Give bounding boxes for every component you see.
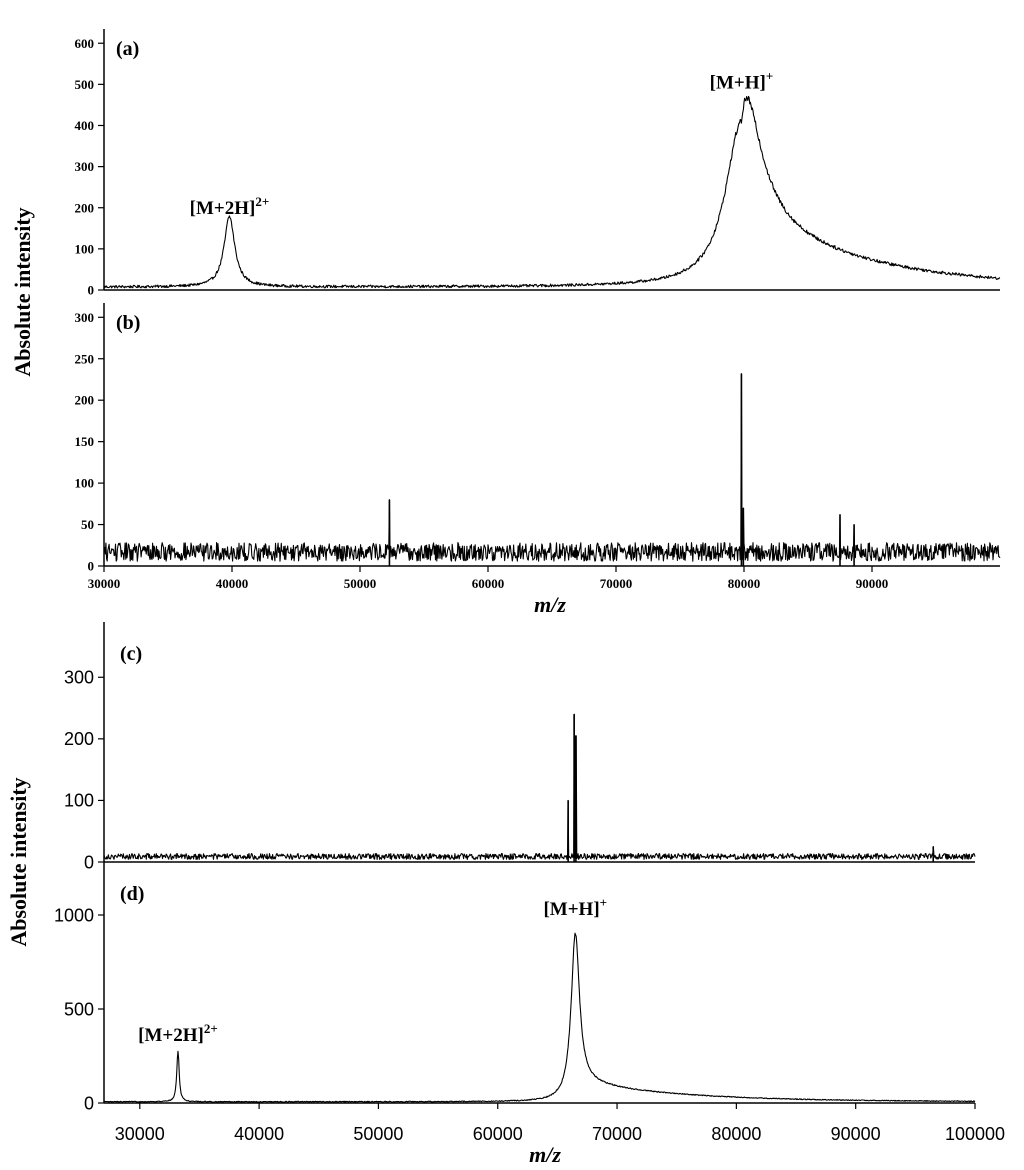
peak-annotation-charge: 2+ (255, 194, 269, 209)
panel-label-a: (a) (116, 38, 139, 60)
x-tick-label: 60000 (472, 576, 505, 591)
peak-annotation-charge: 2+ (204, 1021, 218, 1036)
y-tick-label: 100 (75, 241, 95, 256)
x-tick-label: 70000 (600, 576, 633, 591)
x-tick-label: 80000 (711, 1124, 761, 1144)
x-tick-label: 30000 (115, 1124, 165, 1144)
x-tick-label: 100000 (945, 1124, 1005, 1144)
spectrum-trace-d (104, 932, 976, 1103)
y-tick-label: 300 (75, 159, 95, 174)
y-axis-label: Absolute intensity (10, 207, 35, 376)
panel-label-b: (b) (116, 312, 140, 334)
panel-label-c: (c) (120, 643, 142, 665)
y-tick-label: 0 (88, 559, 95, 574)
panel-a: 600 500 400 300 200 100 0 (a) [M+2H]2+ [M+H]+ (75, 29, 1001, 298)
y-axis-label: Absolute intensity (6, 777, 31, 946)
y-tick-label: 400 (75, 118, 95, 133)
y-tick-label: 500 (64, 999, 94, 1019)
y-tick-label: 600 (75, 36, 95, 51)
y-tick-label: 150 (75, 434, 95, 449)
peak-annotation-charge: + (600, 895, 607, 910)
spectrum-trace-c (103, 713, 976, 860)
chart-group-bottom: 3002001000(c)10005000(d)[M+2H]2+[M+H]+30… (6, 622, 1005, 1167)
y-tick-label: 100 (64, 791, 94, 811)
peak-annotation-ion: [M+2H] (190, 198, 256, 219)
y-tick-label: 200 (75, 200, 95, 215)
x-tick-label: 40000 (234, 1124, 284, 1144)
panel-b: 300 250 200 150 100 50 0 (b) (75, 303, 1001, 574)
x-tick-label: 50000 (344, 576, 377, 591)
y-tick-label: 50 (81, 517, 94, 532)
y-tick-label: 1000 (54, 905, 94, 925)
peak-annotation: [M+H]+ (710, 68, 774, 93)
peak-annotation-ion: [M+H] (543, 899, 599, 920)
x-axis-label: m/z (529, 1142, 561, 1167)
y-tick-label: 300 (75, 310, 95, 325)
x-tick-label: 90000 (831, 1124, 881, 1144)
peak-annotation-charge: + (766, 68, 773, 83)
y-tick-label: 0 (84, 852, 94, 872)
y-tick-label: 200 (75, 393, 95, 408)
y-tick-label: 500 (75, 77, 95, 92)
x-tick-label: 90000 (856, 576, 889, 591)
x-tick-label: 40000 (216, 576, 249, 591)
x-tick-label: 80000 (728, 576, 761, 591)
spectrum-trace-b (103, 373, 1001, 562)
y-tick-label: 300 (64, 668, 94, 688)
peak-annotation-ion: [M+H] (710, 72, 766, 93)
x-axis-label: m/z (534, 592, 566, 617)
panel-d: 1000 500 0 (d) [M+2H]2+ [M+H]+ (54, 862, 976, 1113)
peak-annotation-ion: [M+2H] (138, 1025, 204, 1046)
y-tick-label: 0 (88, 283, 95, 298)
peak-annotation: [M+2H]2+ (190, 194, 270, 219)
y-tick-label: 100 (75, 476, 95, 491)
x-tick-label: 60000 (473, 1124, 523, 1144)
chart-group-top: 6005004003002001000(a)[M+2H]2+[M+H]+3002… (10, 29, 1001, 617)
x-tick-label: 30000 (88, 576, 121, 591)
peak-annotation: [M+2H]2+ (138, 1021, 218, 1046)
peak-annotation: [M+H]+ (543, 895, 607, 920)
panel-label-d: (d) (120, 883, 144, 905)
y-tick-label: 250 (75, 351, 95, 366)
x-tick-label: 70000 (592, 1124, 642, 1144)
panel-c: 300 200 100 0 (c) (64, 622, 976, 872)
spectrum-trace-a (103, 95, 1001, 289)
x-tick-label: 50000 (353, 1124, 403, 1144)
y-tick-label: 0 (84, 1093, 94, 1113)
y-tick-label: 200 (64, 729, 94, 749)
